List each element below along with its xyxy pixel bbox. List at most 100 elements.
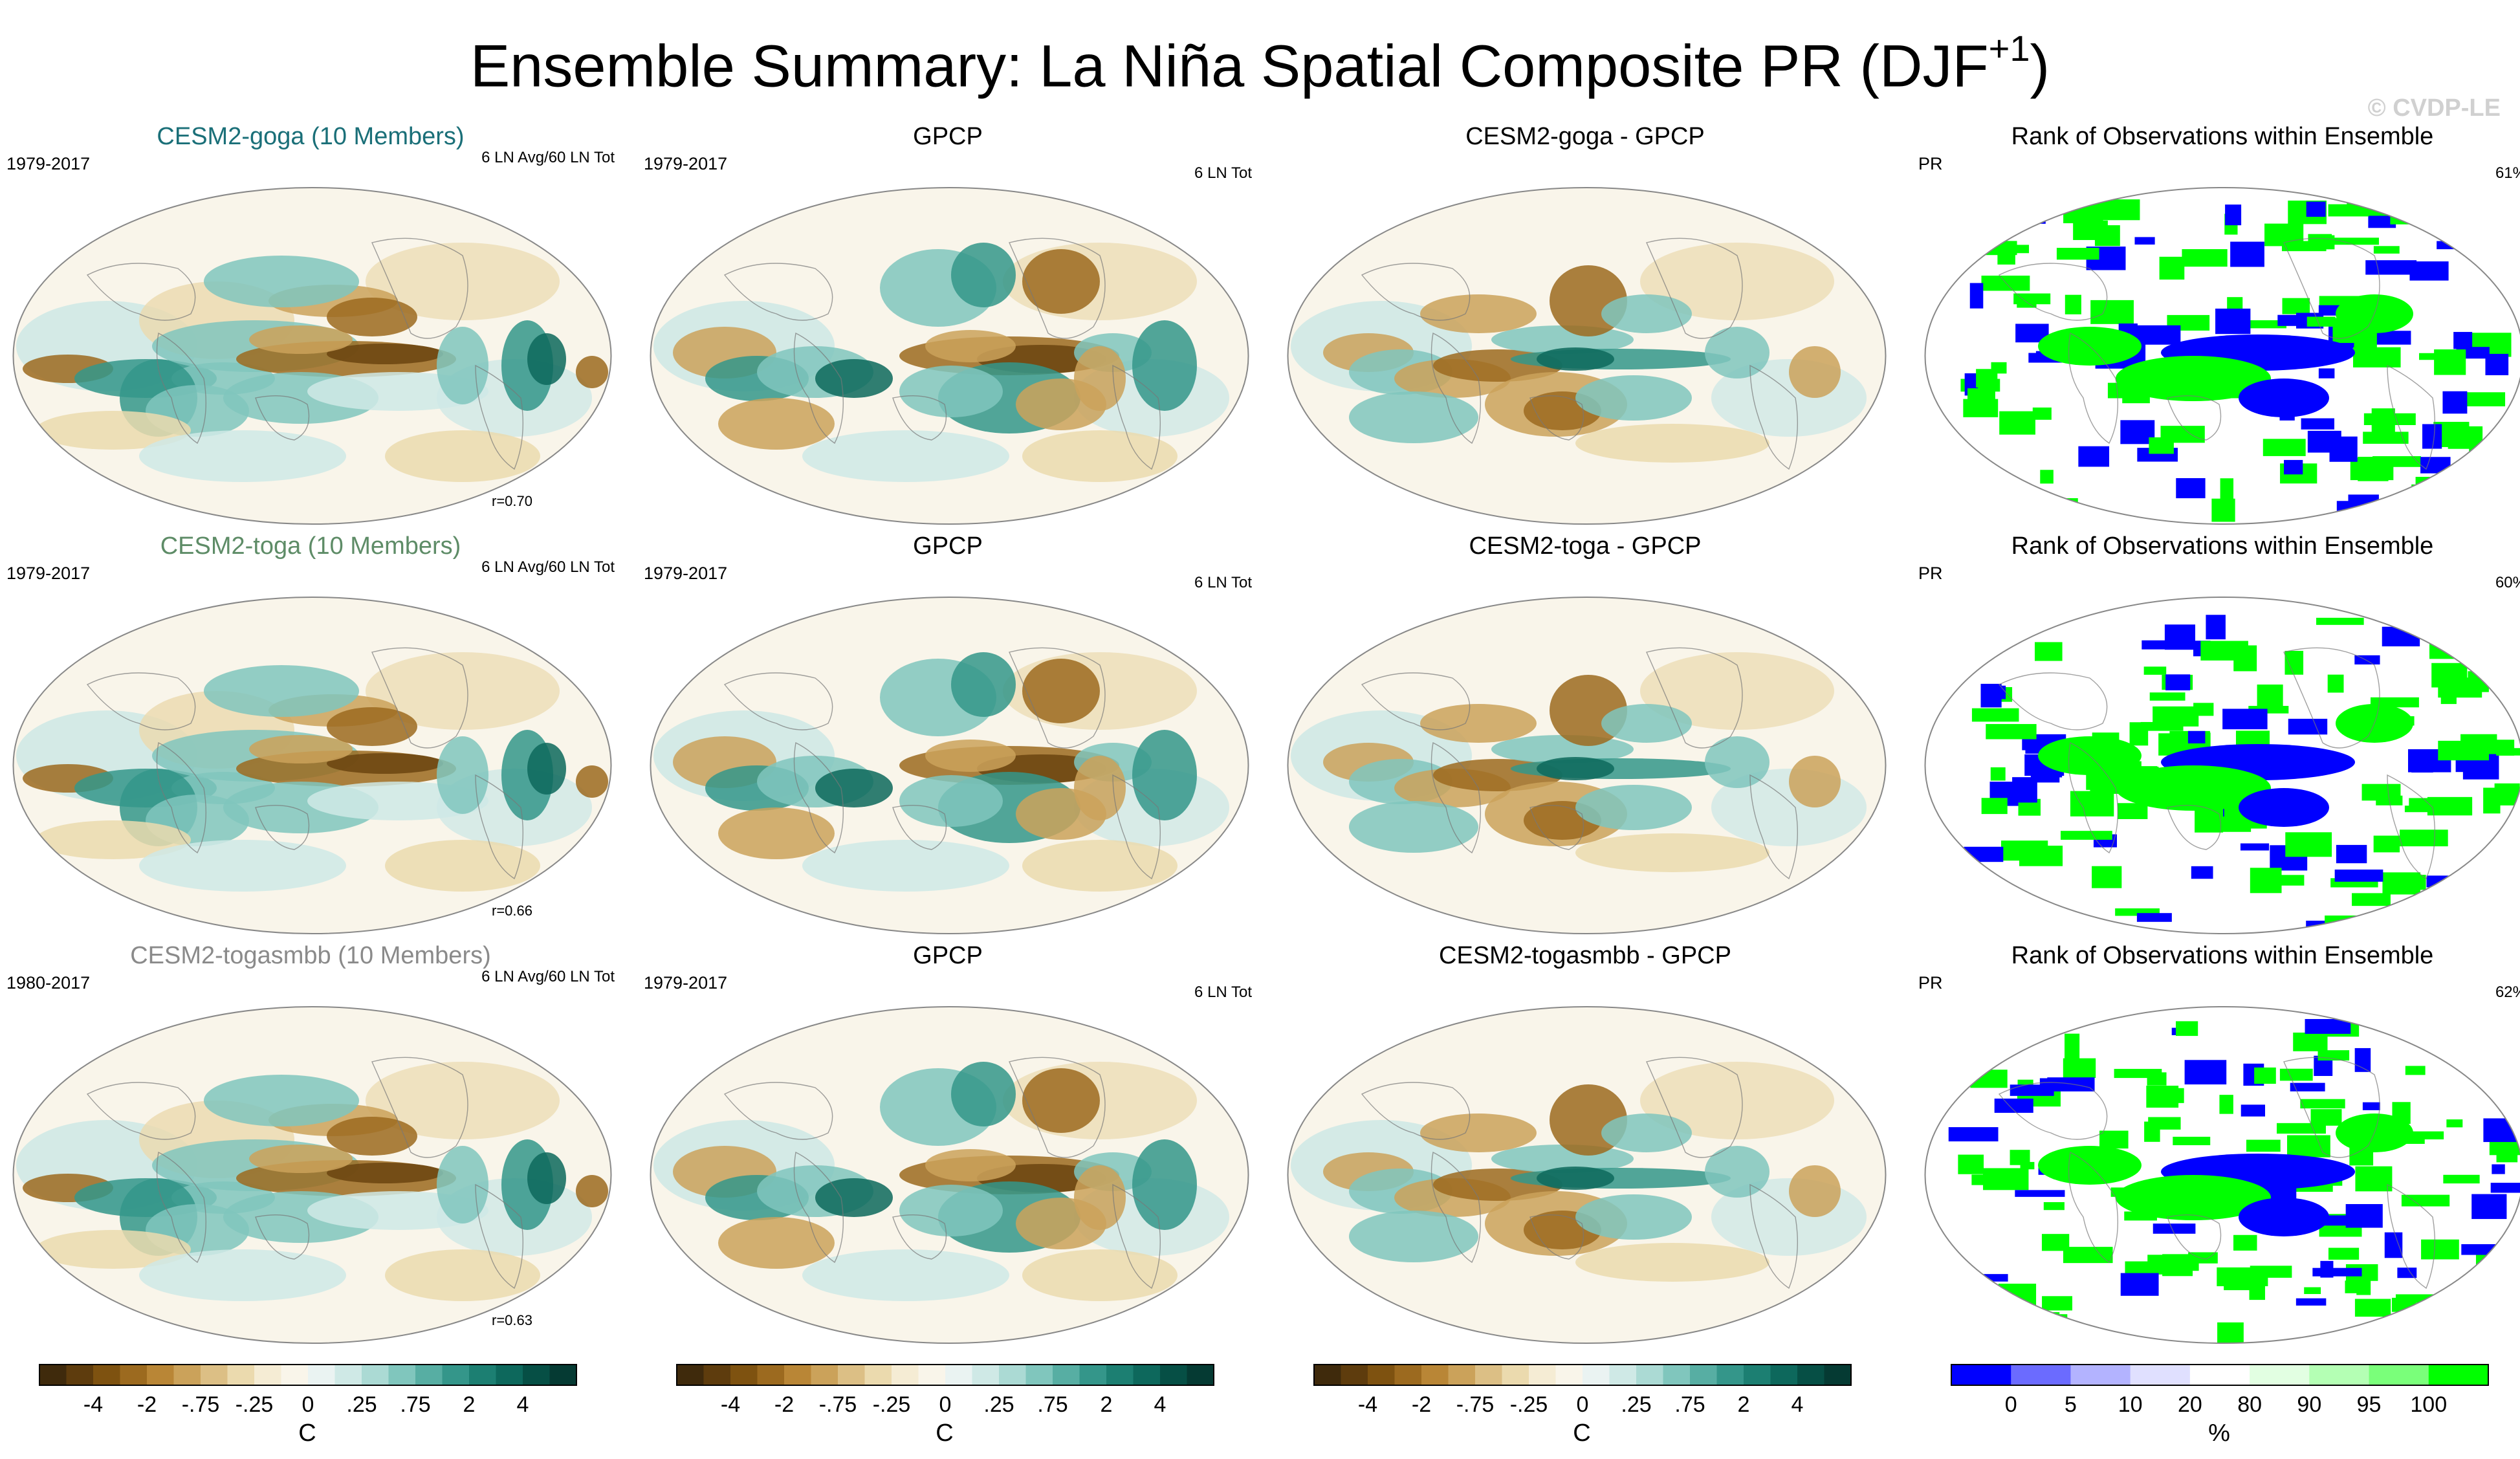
panel-years-label: 1979-2017 <box>6 154 91 173</box>
colorbar-swatch <box>1744 1365 1771 1385</box>
colorbar-tick-label: -2 <box>774 1392 794 1417</box>
robinson-map <box>12 1006 612 1344</box>
colorbar-swatch <box>469 1365 496 1385</box>
colorbar-swatch <box>1187 1365 1214 1385</box>
colorbar-swatch <box>227 1365 255 1385</box>
colorbar-swatch <box>1314 1365 1341 1385</box>
colorbar-swatch <box>1583 1365 1610 1385</box>
colorbar-swatches <box>676 1364 1214 1386</box>
colorbar-swatch <box>864 1365 892 1385</box>
colorbar-swatch <box>1421 1365 1449 1385</box>
colorbar-tick-label: 10 <box>2118 1392 2143 1417</box>
colorbar-swatch <box>2011 1365 2071 1385</box>
robinson-map <box>1287 1006 1887 1344</box>
panel-years-label: 1979-2017 <box>644 154 728 173</box>
colorbar-swatch <box>2369 1365 2429 1385</box>
figure-title: Ensemble Summary: La Niña Spatial Compos… <box>470 28 2050 100</box>
colorbar-1: -4 -2 -.75 -.25 0 .25 .75 2 4 C <box>39 1364 577 1454</box>
colorbar-swatch <box>39 1365 67 1385</box>
colorbar-tick-label: -4 <box>720 1392 741 1417</box>
colorbar-swatch <box>757 1365 785 1385</box>
robinson-map <box>650 597 1249 934</box>
colorbar-tick-label: 0 <box>2004 1392 2017 1417</box>
colorbar-swatch <box>2309 1365 2370 1385</box>
colorbar-swatch <box>1690 1365 1717 1385</box>
colorbar-swatch <box>254 1365 281 1385</box>
robinson-map <box>1924 597 2520 934</box>
robinson-map <box>1287 597 1887 934</box>
colorbar-swatch <box>1797 1365 1824 1385</box>
colorbar-swatch <box>811 1365 838 1385</box>
colorbar-3: -4 -2 -.75 -.25 0 .25 .75 2 4 C <box>1313 1364 1852 1454</box>
panel-title: Rank of Observations within Ensemble <box>2011 532 2434 560</box>
map-panel-r0-c3: Rank of Observations within Ensemble PR 61… <box>1912 123 2520 525</box>
robinson-map <box>1287 187 1887 525</box>
map-panel-r2-c0: CESM2-togasmbb (10 Members) 1980-2017 6 LN… <box>0 942 621 1344</box>
robinson-map <box>12 597 612 934</box>
map-panel-r2-c2: CESM2-togasmbb - GPCP <box>1275 942 1896 1344</box>
colorbar-tick-label: -.75 <box>1456 1392 1495 1417</box>
colorbar-swatch <box>1529 1365 1556 1385</box>
colorbar-swatch <box>892 1365 919 1385</box>
colorbar-swatch <box>496 1365 523 1385</box>
colorbar-swatch <box>549 1365 577 1385</box>
robinson-map <box>650 1006 1249 1344</box>
colorbar-swatch <box>703 1365 731 1385</box>
colorbar-unit: C <box>298 1420 316 1447</box>
colorbar-swatch <box>918 1365 946 1385</box>
colorbar-tick-label: -2 <box>137 1392 157 1417</box>
colorbar-swatch <box>1053 1365 1080 1385</box>
colorbar-swatch <box>1133 1365 1161 1385</box>
colorbar-swatch <box>120 1365 148 1385</box>
colorbar-swatch <box>1609 1365 1637 1385</box>
colorbar-tick-label: .25 <box>983 1392 1014 1417</box>
colorbar-tick-label: 4 <box>1154 1392 1167 1417</box>
colorbar-swatch <box>66 1365 94 1385</box>
colorbar-tick-label: 4 <box>1791 1392 1804 1417</box>
colorbar-unit: C <box>936 1420 954 1447</box>
colorbar-swatch <box>281 1365 309 1385</box>
panel-note: 6 LN Tot <box>1194 983 1252 1001</box>
map-panel-r0-c0: CESM2-goga (10 Members) 1979-2017 6 LN Avg… <box>0 123 621 525</box>
colorbar-tick-label: .25 <box>346 1392 377 1417</box>
colorbar-swatch <box>1106 1365 1134 1385</box>
robinson-map <box>1924 1006 2520 1344</box>
colorbar-tick-label: -.75 <box>818 1392 857 1417</box>
colorbar-swatch <box>2130 1365 2191 1385</box>
colorbar-swatch <box>999 1365 1026 1385</box>
colorbar-swatch <box>93 1365 120 1385</box>
colorbar-tick-label: 100 <box>2410 1392 2448 1417</box>
panel-note: 6 LN Tot <box>1194 574 1252 591</box>
colorbar-tick-label: -4 <box>83 1392 104 1417</box>
colorbar-swatch <box>523 1365 550 1385</box>
colorbar-swatch <box>415 1365 443 1385</box>
panel-note: 60% <box>2495 574 2520 591</box>
map-panel-r1-c3: Rank of Observations within Ensemble PR 60… <box>1912 532 2520 934</box>
map-panel-r1-c1: GPCP 1979-2017 6 LN Tot <box>637 532 1258 934</box>
colorbar-tick-label: 4 <box>516 1392 529 1417</box>
colorbar-tick-label: 0 <box>939 1392 952 1417</box>
pattern-correlation: r=0.63 <box>492 1312 532 1328</box>
colorbar-swatch <box>1663 1365 1691 1385</box>
panel-years-label: 1979-2017 <box>6 564 91 583</box>
colorbar-swatch <box>972 1365 1000 1385</box>
colorbar-swatch <box>1636 1365 1663 1385</box>
map-panel-r1-c2: CESM2-toga - GPCP <box>1275 532 1896 934</box>
colorbar-tick-label: 95 <box>2356 1392 2382 1417</box>
robinson-map <box>1924 187 2520 525</box>
pattern-correlation: r=0.66 <box>492 903 532 919</box>
colorbar-tick-label: -.75 <box>181 1392 220 1417</box>
map-panel-r2-c1: GPCP 1979-2017 6 LN Tot <box>637 942 1258 1344</box>
colorbar-swatch <box>1475 1365 1502 1385</box>
map-panel-r1-c0: CESM2-toga (10 Members) 1979-2017 6 LN Avg… <box>0 532 621 934</box>
panel-title: Rank of Observations within Ensemble <box>2011 942 2434 969</box>
colorbar-swatch <box>1502 1365 1529 1385</box>
pattern-correlation: r=0.70 <box>492 493 532 509</box>
colorbar-swatch <box>362 1365 389 1385</box>
panel-note: 6 LN Avg/60 LN Tot <box>481 558 615 576</box>
colorbar-tick-label: -.25 <box>1509 1392 1548 1417</box>
colorbar-swatches <box>1951 1364 2489 1386</box>
panel-years-label: PR <box>1918 973 1943 993</box>
colorbar-tick-label: 20 <box>2177 1392 2202 1417</box>
colorbar-swatch <box>308 1365 335 1385</box>
